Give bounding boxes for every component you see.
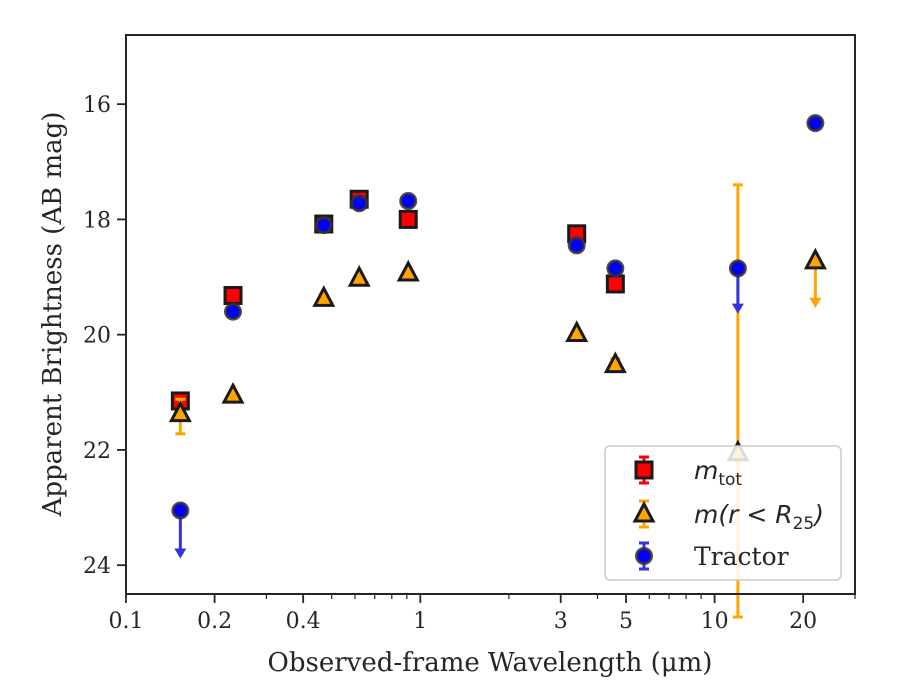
x-tick-label: 5: [619, 609, 633, 634]
data-point-circle: [224, 302, 243, 321]
data-point-triangle: [168, 400, 192, 423]
legend-marker-circle: [635, 547, 653, 565]
legend-label: mtot: [694, 456, 742, 490]
data-point-circle: [806, 114, 825, 133]
data-point-triangle: [603, 351, 627, 374]
x-tick-label: 10: [701, 609, 729, 634]
data-point-triangle: [347, 264, 371, 287]
data-point-circle: [728, 259, 747, 278]
data-point-square: [605, 274, 625, 294]
data-point-circle: [567, 236, 586, 255]
plot-frame: [125, 34, 856, 595]
data-point-circle: [399, 191, 418, 210]
data-point-triangle: [312, 285, 336, 307]
x-axis-label: Observed-frame Wavelength (μm): [268, 648, 713, 678]
legend-label: Tractor: [694, 542, 789, 571]
y-axis-label: Apparent Brightness (AB mag): [38, 112, 68, 518]
legend-label: m(r < R25): [694, 500, 824, 534]
y-tick-label: 20: [83, 324, 111, 349]
x-tick-label: 1: [413, 609, 427, 634]
series-m-tot: [170, 189, 625, 411]
y-tick-label: 18: [83, 208, 111, 233]
y-tick-label: 24: [83, 554, 111, 579]
legend: mtot m(r < R25) Tractor: [604, 445, 842, 581]
upper-limit-arrowhead: [809, 297, 822, 308]
x-tick-label: 20: [789, 609, 817, 634]
legend-marker-triangle: [632, 500, 656, 523]
data-point-circle: [350, 194, 369, 213]
data-point-triangle: [221, 381, 245, 404]
y-tick-label: 22: [83, 439, 111, 464]
data-point-square: [223, 285, 243, 305]
axes: 0.1 0.2 0.4 1 3 5 10 20 16 18 20 22 24: [83, 93, 856, 634]
legend-box: [604, 445, 842, 581]
data-point-circle: [314, 216, 333, 235]
data-point-circle: [606, 259, 625, 278]
plot-area: [168, 114, 827, 619]
series-tractor: [171, 114, 825, 559]
upper-limit-arrowhead: [174, 548, 187, 559]
data-point-triangle: [565, 320, 589, 343]
data-point-triangle: [396, 259, 420, 282]
x-tick-label: 0.1: [109, 609, 144, 634]
upper-limit-arrowhead: [731, 303, 744, 314]
x-tick-label: 0.2: [197, 609, 232, 634]
data-point-square: [398, 209, 418, 229]
data-point-triangle: [803, 247, 827, 270]
data-point-circle: [171, 501, 190, 520]
y-tick-label: 16: [83, 93, 111, 118]
x-tick-label: 0.4: [286, 609, 321, 634]
legend-marker-square: [634, 460, 654, 480]
x-tick-label: 3: [554, 609, 568, 634]
